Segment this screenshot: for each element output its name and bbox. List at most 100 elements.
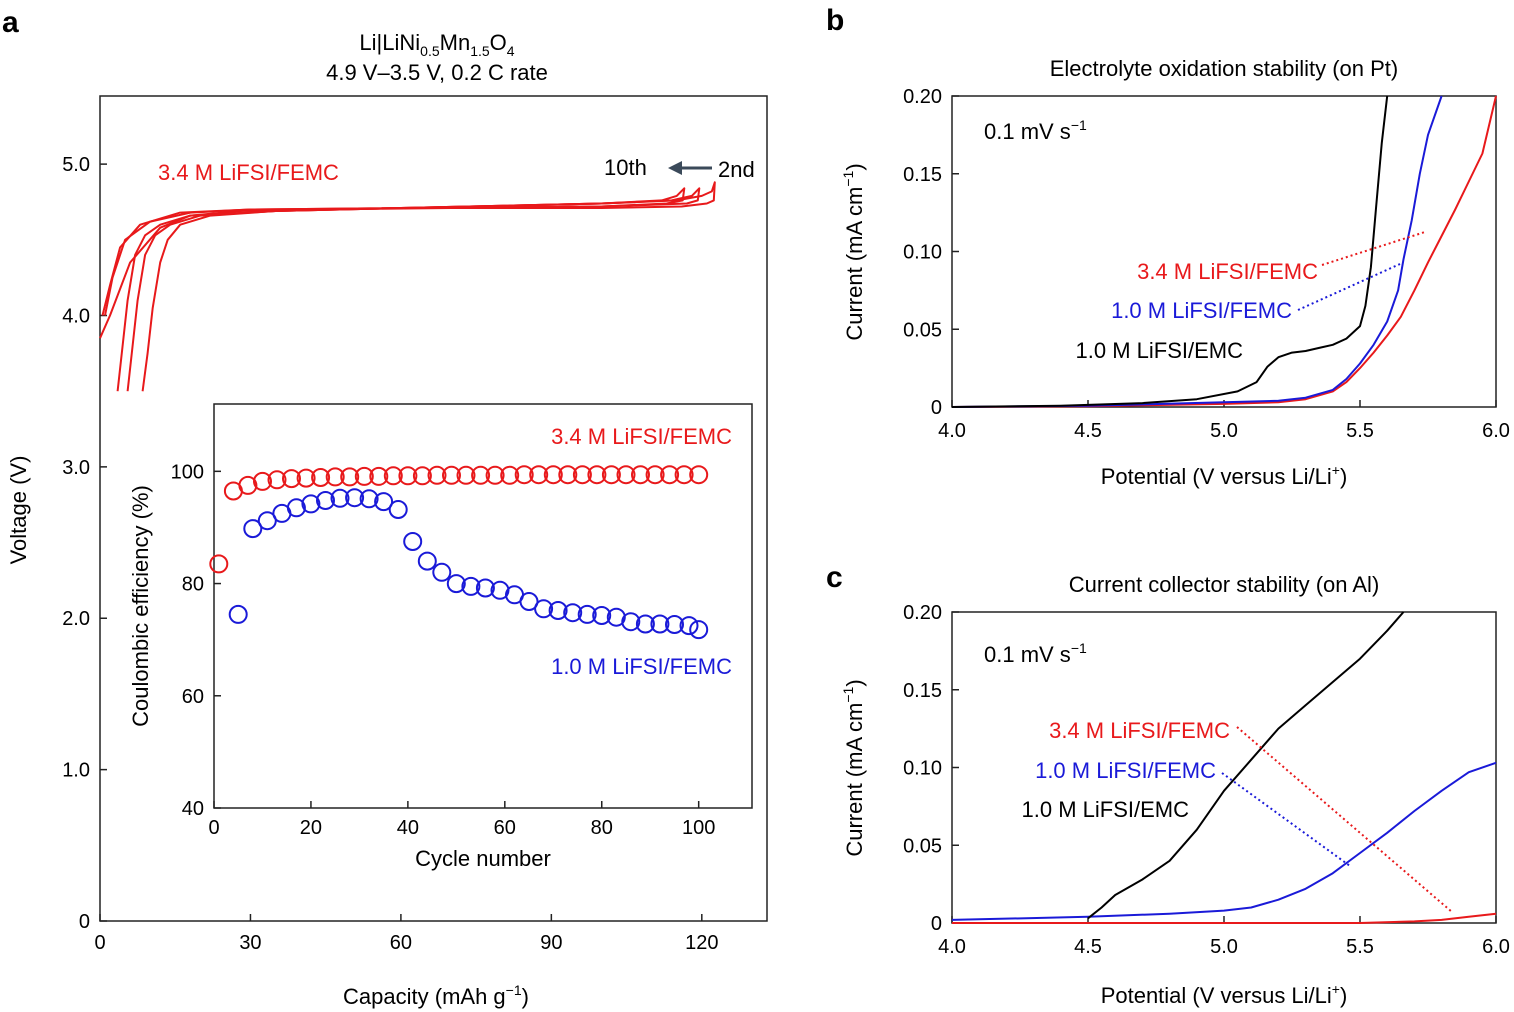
ce-point-34m-femc: [471, 465, 491, 485]
panel-c-leader-red: [1236, 726, 1453, 913]
ce-point-34m-femc: [238, 475, 258, 495]
x-tick-label: 60: [494, 817, 516, 839]
inset-frame: [213, 403, 753, 809]
ce-point-34m-femc: [500, 465, 520, 485]
ce-point-10m-femc: [374, 492, 394, 512]
ce-point-34m-femc: [514, 465, 534, 485]
x-tick-label: 6.0: [1482, 936, 1510, 958]
panel-a-ylabel: Voltage (V): [6, 456, 31, 565]
y-tick-label: 0.15: [903, 164, 942, 186]
panel-c-title: Current collector stability (on Al): [1069, 572, 1380, 597]
curve-1-0-m-lifsi-femc: [951, 761, 1497, 921]
panel-b-y-ticks: 0 0.05 0.10 0.15 0.20: [903, 86, 959, 419]
y-tick-label: 80: [182, 574, 204, 596]
ce-point-34m-femc: [267, 470, 287, 490]
panel-a: a Li|LiNi0.5Mn1.5O4 4.9 V–3.5 V, 0.2 C r…: [2, 6, 768, 1009]
panel-a-series: [99, 181, 716, 392]
panel-b-title: Electrolyte oxidation stability (on Pt): [1050, 56, 1399, 81]
ce-point-10m-femc: [563, 603, 583, 623]
panel-c-x-ticks: 4.0 4.5 5.0 5.5 6.0: [938, 916, 1510, 958]
x-tick-label: 0: [94, 932, 105, 954]
panel-a-frame: [99, 95, 768, 922]
x-tick-label: 80: [591, 817, 613, 839]
panel-b-x-ticks: 4.0 4.5 5.0 5.5 6.0: [938, 400, 1510, 442]
ce-point-34m-femc: [674, 465, 694, 485]
panel-c-letter: c: [826, 561, 843, 594]
ce-point-10m-femc: [316, 491, 335, 510]
inset-ylabel: Coulombic efficiency (%): [128, 485, 153, 727]
y-tick-label: 5.0: [62, 154, 90, 176]
y-tick-label: 0.10: [903, 242, 942, 264]
ce-point-34m-femc: [442, 465, 461, 485]
y-tick-label: 0.20: [903, 602, 942, 624]
curve-1-0-m-lifsi-femc: [951, 95, 1443, 408]
x-tick-label: 4.0: [938, 420, 966, 442]
curve-1-0-m-lifsi-emc: [951, 95, 1389, 408]
ce-point-10m-femc: [490, 580, 510, 600]
ce-point-10m-femc: [635, 614, 655, 634]
x-tick-label: 0: [208, 817, 219, 839]
ce-point-34m-femc: [209, 554, 229, 574]
x-tick-label: 6.0: [1482, 420, 1510, 442]
x-tick-label: 4.5: [1074, 936, 1102, 958]
ce-point-10m-femc: [432, 562, 452, 582]
x-tick-label: 5.0: [1210, 936, 1238, 958]
panel-c: c Current collector stability (on Al) 4.…: [826, 561, 1510, 1008]
panel-c-leader-blue: [1221, 772, 1351, 867]
ce-point-10m-femc: [359, 489, 379, 509]
ce-point-10m-femc: [577, 604, 597, 624]
y-tick-label: 0: [931, 397, 942, 419]
x-tick-label: 4.0: [938, 936, 966, 958]
y-tick-label: 100: [171, 461, 204, 483]
panel-c-series: [951, 611, 1497, 924]
ce-point-34m-femc: [631, 465, 650, 485]
ce-point-34m-femc: [427, 465, 447, 485]
panel-c-y-ticks: 0 0.05 0.10 0.15 0.20: [903, 602, 959, 935]
y-tick-label: 0.05: [903, 835, 942, 857]
cycle-label-2nd: 2nd: [718, 157, 755, 182]
ce-point-10m-femc: [417, 551, 437, 571]
y-tick-label: 1.0: [62, 760, 90, 782]
panel-b-label-34m-femc: 3.4 M LiFSI/FEMC: [1137, 259, 1318, 284]
ce-point-34m-femc: [253, 471, 272, 491]
panel-a-letter: a: [2, 6, 19, 39]
ce-point-10m-femc: [621, 612, 641, 632]
ce-point-10m-femc: [606, 607, 626, 627]
y-tick-label: 60: [182, 686, 204, 708]
ce-point-34m-femc: [340, 467, 360, 487]
inset-y-ticks: 40 60 80 100: [171, 461, 221, 820]
y-tick-label: 2.0: [62, 608, 90, 630]
ce-point-34m-femc: [398, 466, 418, 486]
curve-3-4-m-lifsi-femc: [952, 912, 1497, 924]
ce-point-34m-femc: [558, 465, 578, 485]
ce-point-34m-femc: [383, 466, 403, 486]
panel-a-inset: 0 20 40 60 80 100 40 60 80 100 Cycle number Coul…: [128, 403, 753, 871]
ce-point-34m-femc: [601, 465, 621, 485]
inset-points: [209, 465, 709, 640]
panel-a-subtitle: 4.9 V–3.5 V, 0.2 C rate: [326, 60, 548, 85]
ce-point-10m-femc: [519, 592, 539, 611]
y-tick-label: 0.10: [903, 758, 942, 780]
panel-b-series: [951, 95, 1497, 408]
voltage-curve-10th: [101, 187, 686, 392]
panel-c-label-34m-femc: 3.4 M LiFSI/FEMC: [1049, 718, 1230, 743]
x-tick-label: 20: [300, 817, 322, 839]
ce-point-34m-femc: [543, 465, 563, 485]
ce-point-34m-femc: [282, 469, 301, 489]
y-tick-label: 40: [182, 798, 204, 820]
ce-point-10m-femc: [689, 620, 709, 640]
panel-b-ylabel: Current (mA cm−1): [840, 163, 867, 340]
x-tick-label: 60: [390, 932, 412, 954]
ce-point-34m-femc: [689, 465, 709, 485]
ce-point-34m-femc: [311, 468, 331, 487]
x-tick-label: 120: [685, 932, 718, 954]
y-tick-label: 0.15: [903, 680, 942, 702]
ce-point-34m-femc: [485, 465, 505, 485]
ce-point-34m-femc: [587, 465, 607, 485]
inset-xlabel: Cycle number: [415, 846, 551, 871]
curve-3-4-m-lifsi-femc: [951, 95, 1497, 408]
panel-c-scan-rate: 0.1 mV s−1: [984, 640, 1087, 667]
ce-point-10m-femc: [548, 601, 568, 620]
panel-c-label-10m-emc: 1.0 M LiFSI/EMC: [1022, 797, 1190, 822]
